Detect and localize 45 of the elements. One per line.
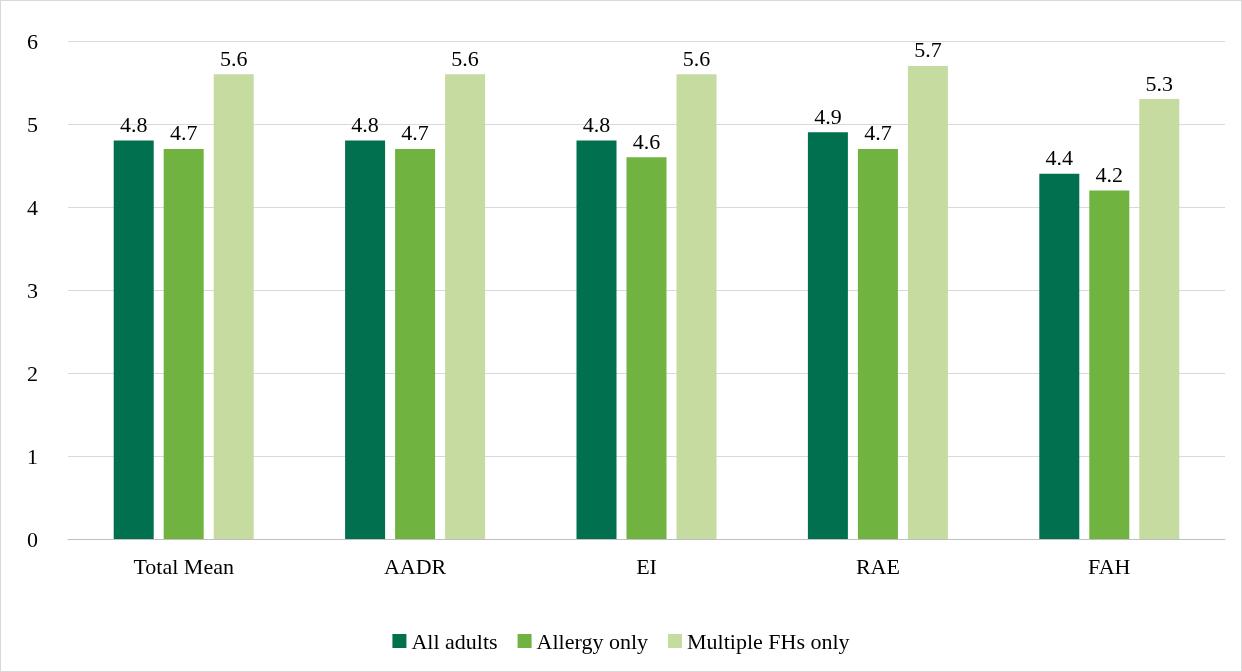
y-tick-label: 5 (27, 111, 38, 137)
y-tick-label: 1 (27, 443, 38, 469)
x-tick-label: AADR (383, 553, 447, 579)
x-tick-label: FAH (1088, 553, 1131, 579)
data-label: 5.6 (682, 45, 711, 71)
bar (213, 74, 254, 539)
data-label: 4.7 (169, 120, 198, 146)
data-label: 4.7 (401, 120, 429, 146)
y-tick-label: 4 (27, 194, 38, 220)
data-label: 5.6 (451, 45, 479, 71)
bar (1139, 99, 1180, 539)
data-label: 4.4 (1045, 145, 1074, 171)
bar (907, 65, 948, 539)
bar (676, 74, 717, 539)
data-label: 4.7 (864, 120, 892, 146)
bar (626, 157, 667, 539)
legend-label: All adults (411, 628, 498, 654)
data-label: 4.2 (1095, 161, 1124, 187)
data-label: 4.6 (632, 128, 661, 154)
data-label: 5.7 (914, 37, 942, 63)
bar (113, 140, 154, 539)
bar (445, 74, 486, 539)
bar (576, 140, 617, 539)
data-label: 5.6 (219, 45, 248, 71)
data-label: 4.9 (814, 103, 842, 129)
data-label: 5.3 (1145, 70, 1174, 96)
bar (345, 140, 386, 539)
y-tick-label: 3 (27, 277, 38, 303)
y-tick-label: 6 (27, 28, 38, 54)
x-tick-label: Total Mean (133, 553, 234, 579)
bar (1089, 190, 1130, 539)
bar (1039, 173, 1080, 539)
x-tick-label: RAE (855, 553, 900, 579)
bar (857, 148, 898, 539)
legend-label: Multiple FHs only (687, 628, 850, 654)
bar (163, 148, 204, 539)
y-tick-label: 2 (27, 360, 38, 386)
y-tick-label: 0 (27, 526, 38, 552)
legend-label: Allergy only (536, 628, 649, 654)
data-label: 4.8 (582, 112, 611, 138)
bar (807, 132, 848, 539)
bar (395, 148, 436, 539)
data-label: 4.8 (119, 112, 148, 138)
x-tick-label: EI (636, 553, 657, 579)
data-label: 4.8 (351, 112, 379, 138)
